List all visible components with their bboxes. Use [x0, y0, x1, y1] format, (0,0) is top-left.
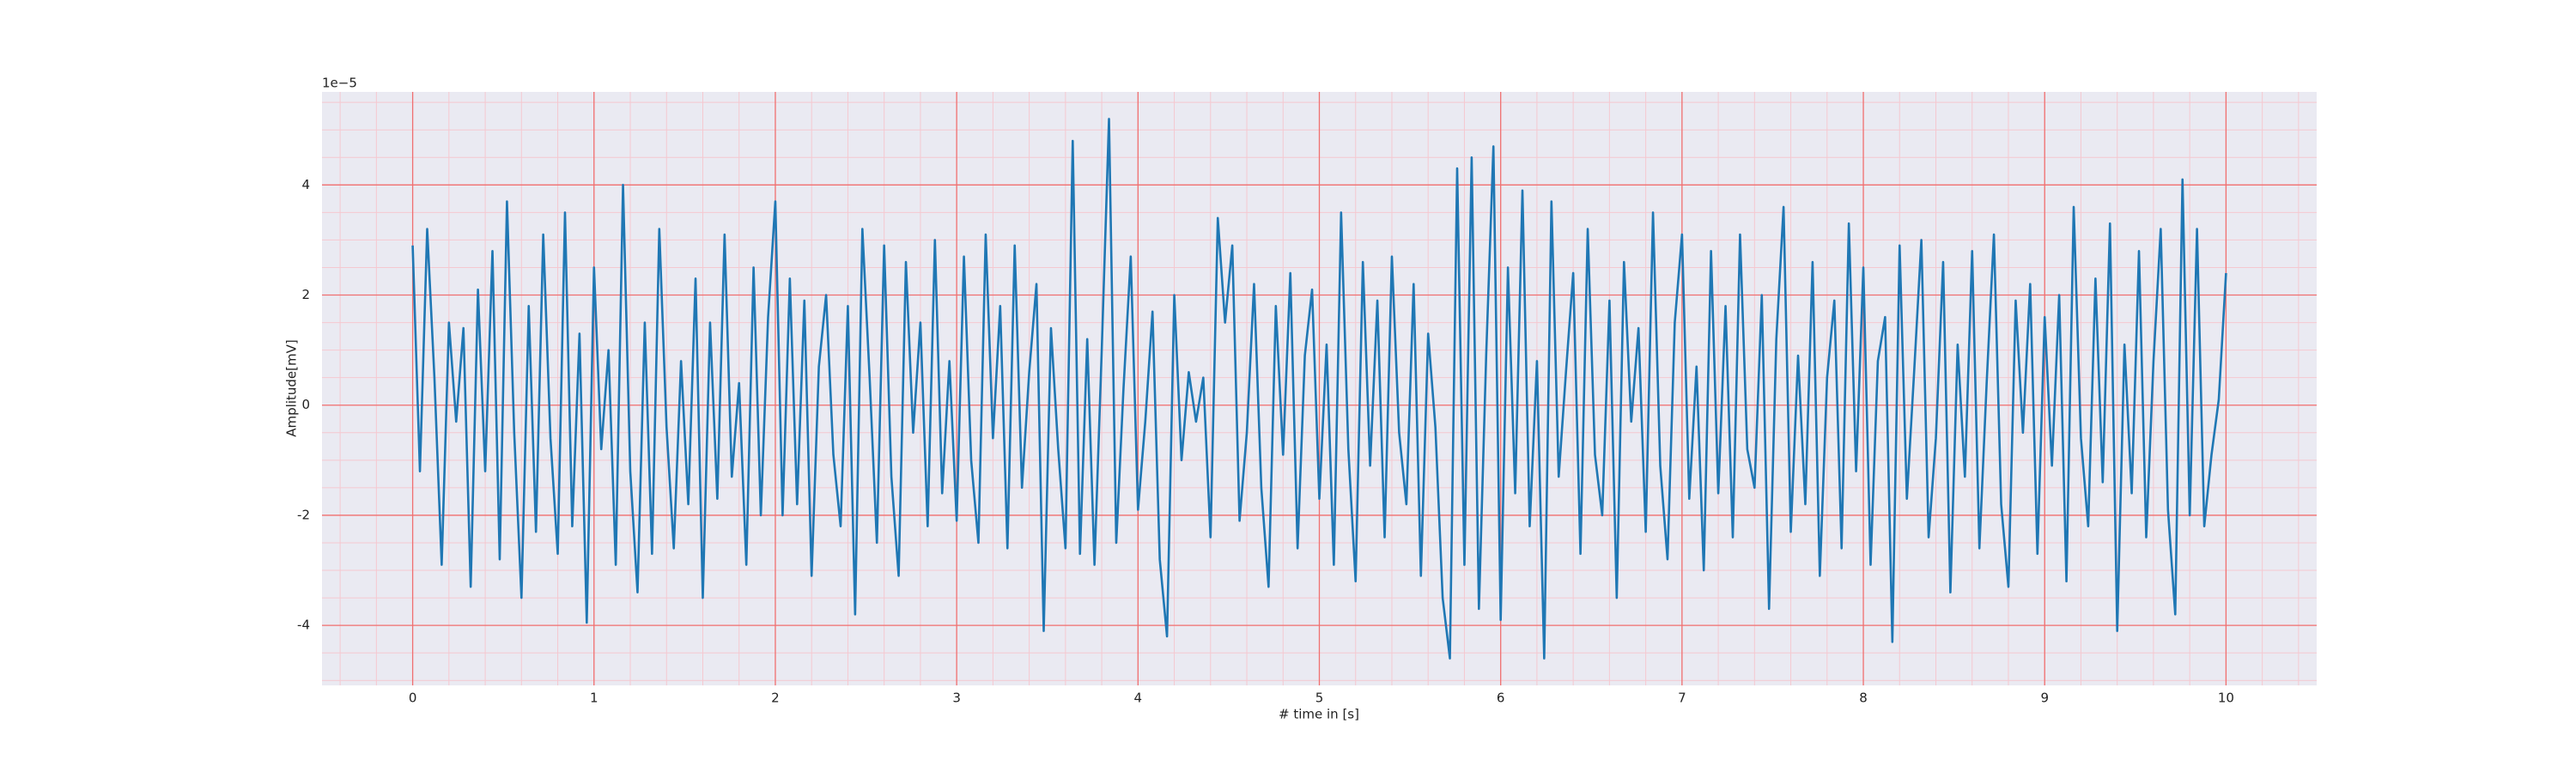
x-tick-label: 10	[2218, 691, 2234, 706]
x-tick-label: 7	[1678, 691, 1686, 706]
x-tick-label: 6	[1497, 691, 1505, 706]
y-tick-label: 4	[301, 177, 310, 192]
y-tick-label: -2	[297, 507, 310, 522]
y-tick-label: 2	[301, 287, 310, 302]
x-tick-label: 3	[952, 691, 961, 706]
x-tick-label: 2	[771, 691, 780, 706]
plot-area	[322, 92, 2317, 685]
signal-line	[411, 118, 2227, 660]
y-axis-label: Amplitude[mV]	[284, 339, 300, 436]
x-tick-label: 4	[1134, 691, 1143, 706]
y-tick-label: 0	[301, 397, 310, 412]
y-tick-label: -4	[297, 618, 310, 633]
x-tick-label: 5	[1315, 691, 1324, 706]
x-tick-label: 9	[2040, 691, 2049, 706]
x-tick-label: 1	[590, 691, 598, 706]
x-tick-label: 8	[1859, 691, 1868, 706]
x-tick-label: 0	[409, 691, 417, 706]
x-axis-label: # time in [s]	[1279, 707, 1359, 722]
offset-text: 1e−5	[322, 76, 357, 91]
